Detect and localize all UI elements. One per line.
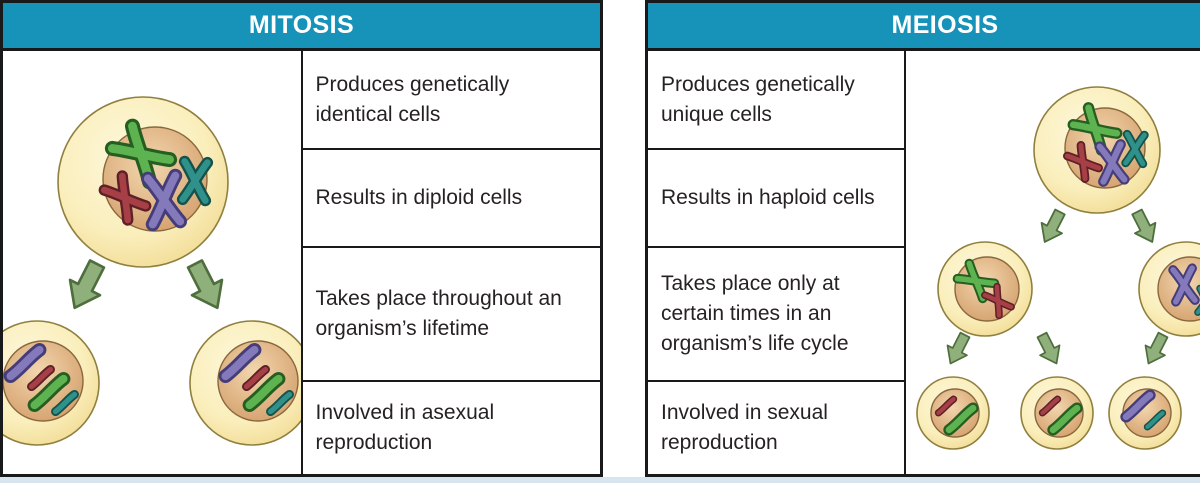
- division-arrow-icon: [178, 255, 234, 317]
- meiosis-body: Produces genetically unique cells Result…: [648, 51, 1200, 474]
- meiosis-fact-row: Produces genetically unique cells: [648, 51, 904, 150]
- mitosis-illustration: [3, 51, 301, 474]
- mitosis-parent-cell: [57, 96, 229, 268]
- meiosis-final-cell-2: [1020, 376, 1094, 450]
- mitosis-title: MITOSIS: [248, 11, 355, 39]
- division-arrow-icon: [58, 255, 114, 317]
- meiosis-fact-text: Results in haploid cells: [661, 186, 875, 210]
- meiosis-fact-text: Takes place only at certain times in an …: [661, 272, 849, 355]
- page-bottom-strip: [0, 477, 1200, 483]
- meiosis-fact-row: Takes place only at certain times in an …: [648, 248, 904, 382]
- mitosis-fact-text: Results in diploid cells: [315, 186, 523, 210]
- mitosis-daughter-cell-left: [3, 320, 100, 446]
- meiosis-cell-diagram: [916, 86, 1200, 450]
- meiosis-fact-text: Involved in sexual reproduction: [661, 401, 828, 454]
- mitosis-fact-row: Takes place throughout an organism’s lif…: [302, 248, 600, 382]
- mitosis-fact-text: Takes place throughout an organism’s lif…: [315, 287, 562, 340]
- meiosis-final-cell-3: [1108, 376, 1182, 450]
- division-arrow-icon: [1033, 205, 1072, 249]
- division-arrow-icon: [1031, 329, 1068, 370]
- mitosis-facts: Produces genetically identical cells Res…: [300, 51, 601, 474]
- mitosis-fact-row: Results in diploid cells: [302, 150, 600, 248]
- meiosis-fact-row: Results in haploid cells: [648, 150, 904, 248]
- mitosis-fact-text: Produces genetically identical cells: [315, 72, 510, 126]
- mitosis-header: MITOSIS: [3, 3, 600, 51]
- meiosis-illustration: [906, 51, 1200, 474]
- meiosis-facts: Produces genetically unique cells Result…: [648, 51, 906, 474]
- meiosis-title: MEIOSIS: [891, 11, 999, 39]
- division-arrow-icon: [1137, 329, 1174, 370]
- meiosis-fact-row: Involved in sexual reproduction: [648, 382, 904, 474]
- meiosis-intermediate-cell-right: [1138, 241, 1200, 337]
- mitosis-fact-row: Produces genetically identical cells: [302, 51, 600, 150]
- mitosis-cell-diagram: [3, 96, 301, 446]
- mitosis-panel: MITOSIS: [0, 0, 603, 477]
- division-arrow-icon: [939, 329, 976, 370]
- meiosis-final-cell-1: [916, 376, 990, 450]
- meiosis-header: MEIOSIS: [648, 3, 1200, 51]
- mitosis-fact-text: Involved in asexual reproduction: [315, 401, 495, 454]
- mitosis-daughter-cell-right: [189, 320, 301, 446]
- mitosis-body: Produces genetically identical cells Res…: [3, 51, 600, 474]
- division-arrow-icon: [1125, 205, 1164, 249]
- meiosis-parent-cell: [1033, 86, 1161, 214]
- meiosis-intermediate-cell-left: [937, 241, 1033, 337]
- meiosis-fact-text: Produces genetically unique cells: [661, 72, 855, 126]
- mitosis-fact-row: Involved in asexual reproduction: [303, 382, 601, 474]
- meiosis-panel: MEIOSIS Produces genetically unique cell…: [645, 0, 1200, 477]
